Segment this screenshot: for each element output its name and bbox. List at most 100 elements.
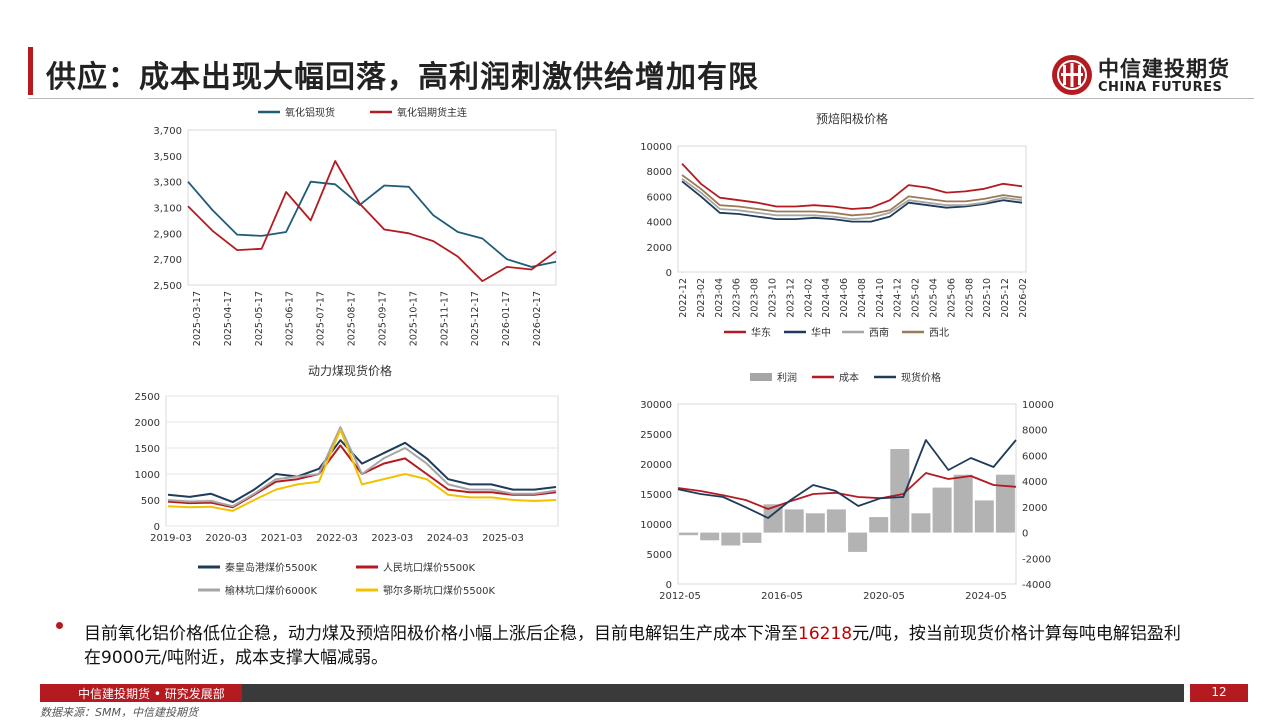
anode-price-chart: 预焙阳极价格 0 2000 4000 6000 8000 10000 2022-12 2023-… bbox=[620, 106, 1040, 346]
legend-label: 鄂尔多斯坑口煤价5500K bbox=[383, 584, 495, 597]
profit-bar bbox=[700, 532, 720, 541]
x-tick-label: 2023-10 bbox=[767, 278, 778, 318]
profit-bar bbox=[742, 532, 762, 543]
profit-bar bbox=[974, 500, 994, 533]
x-tick-label: 2023-08 bbox=[750, 278, 761, 318]
y-tick-label: 4000 bbox=[647, 218, 672, 229]
y-tick-label: 6000 bbox=[647, 192, 672, 203]
x-tick-label: 2024-02 bbox=[803, 278, 814, 318]
x-tick-label: 2024-12 bbox=[893, 278, 904, 318]
y-tick-label: 2,900 bbox=[153, 229, 182, 240]
y-tick-label: 20000 bbox=[640, 460, 672, 471]
legend-label: 氧化铝期货主连 bbox=[397, 106, 467, 119]
chart-title: 预焙阳极价格 bbox=[816, 111, 888, 126]
x-tick-label: 2025-02 bbox=[911, 278, 922, 318]
profit-bar bbox=[721, 532, 741, 546]
profit-bar bbox=[848, 532, 868, 552]
legend-label: 人民坑口煤价5500K bbox=[383, 561, 475, 574]
title-accent-bar bbox=[28, 47, 33, 95]
y-tick-label: 30000 bbox=[640, 400, 672, 411]
y-tick-label: 10000 bbox=[640, 520, 672, 531]
x-tick-label: 2025-04 bbox=[929, 278, 940, 318]
y-tick-label: 3,100 bbox=[153, 204, 182, 215]
data-source-note: 数据来源：SMM，中信建投期货 bbox=[40, 706, 198, 719]
series-line bbox=[681, 178, 1023, 220]
y-tick-label: 8000 bbox=[1022, 426, 1047, 437]
y-tick-label: 15000 bbox=[640, 490, 672, 501]
y-tick-label: -4000 bbox=[1022, 580, 1051, 591]
y-tick-label: 0 bbox=[666, 268, 672, 279]
y-tick-label: 4000 bbox=[1022, 477, 1047, 488]
legend-label: 西北 bbox=[929, 327, 949, 339]
x-tick-label: 2019-03 bbox=[150, 533, 192, 544]
y-tick-label: 3,300 bbox=[153, 178, 182, 189]
profit-bar bbox=[932, 487, 952, 533]
legend-label: 成本 bbox=[839, 371, 859, 384]
x-tick-label: 2026-01-17 bbox=[501, 291, 512, 346]
footer-department: 中信建投期货 • 研究发展部 bbox=[78, 687, 225, 701]
y-tick-label: 2000 bbox=[1022, 503, 1047, 514]
brand-logo: 中信建投期货 CHINA FUTURES bbox=[1050, 53, 1250, 97]
x-tick-label: 2024-05 bbox=[965, 591, 1007, 602]
x-tick-label: 2025-10-17 bbox=[408, 291, 419, 346]
y-tick-label: 5000 bbox=[647, 550, 672, 561]
y-tick-label: 10000 bbox=[640, 142, 672, 153]
profit-bar bbox=[890, 449, 910, 533]
x-tick-label: 2024-04 bbox=[821, 278, 832, 318]
x-tick-label: 2024-06 bbox=[839, 278, 850, 318]
y-tick-label: 1000 bbox=[135, 470, 160, 481]
x-tick-label: 2016-05 bbox=[761, 591, 803, 602]
x-tick-label: 2012-05 bbox=[659, 591, 701, 602]
x-tick-label: 2023-12 bbox=[785, 278, 796, 318]
legend-label: 华中 bbox=[811, 326, 831, 339]
footer-accent bbox=[40, 684, 70, 702]
y-tick-label: 2500 bbox=[135, 392, 160, 403]
x-tick-label: 2026-02-17 bbox=[532, 291, 543, 346]
profit-bar bbox=[826, 509, 846, 533]
x-tick-label: 2022-12 bbox=[678, 278, 689, 318]
summary-text: 目前氧化铝价格低位企稳，动力煤及预焙阳极价格小幅上涨后企稳，目前电解铝生产成本下… bbox=[84, 622, 1194, 670]
x-tick-label: 2025-08 bbox=[964, 278, 975, 318]
page-title: 供应：成本出现大幅回落，高利润刺激供给增加有限 bbox=[46, 60, 759, 95]
series-line bbox=[187, 180, 557, 268]
legend-label: 现货价格 bbox=[901, 371, 941, 384]
y-tick-label: 0 bbox=[154, 522, 160, 533]
y-tick-label: 6000 bbox=[1022, 451, 1047, 462]
y-tick-label: -2000 bbox=[1022, 554, 1051, 565]
bullet-dot bbox=[56, 622, 63, 629]
x-tick-label: 2020-03 bbox=[205, 533, 247, 544]
x-tick-label: 2024-03 bbox=[427, 533, 469, 544]
legend-label: 利润 bbox=[777, 371, 797, 384]
x-tick-label: 2025-06-17 bbox=[285, 291, 296, 346]
y-tick-label: 2,500 bbox=[153, 281, 182, 292]
plot-area bbox=[187, 129, 557, 286]
x-tick-label: 2025-03-17 bbox=[192, 291, 203, 346]
x-tick-label: 2025-06 bbox=[946, 278, 957, 318]
profit-bar bbox=[995, 474, 1015, 533]
y-tick-label: 2000 bbox=[135, 418, 160, 429]
x-tick-label: 2024-10 bbox=[875, 278, 886, 318]
y-tick-label: 1500 bbox=[135, 444, 160, 455]
legend-label: 榆林坑口煤价6000K bbox=[225, 584, 317, 597]
plot-area bbox=[677, 145, 1027, 273]
series-line bbox=[167, 439, 557, 504]
profit-bar bbox=[911, 513, 931, 533]
x-tick-label: 2025-08-17 bbox=[347, 291, 358, 346]
logo-chinese-text: 中信建投期货 bbox=[1098, 57, 1230, 81]
title-divider bbox=[28, 98, 1254, 99]
series-line bbox=[167, 428, 557, 512]
x-tick-label: 2025-11-17 bbox=[439, 291, 450, 346]
x-tick-label: 2022-03 bbox=[316, 533, 358, 544]
profit-bar bbox=[805, 513, 825, 533]
y-tick-label: 8000 bbox=[647, 167, 672, 178]
y-tick-label: 0 bbox=[1022, 529, 1028, 540]
x-tick-label: 2023-04 bbox=[714, 278, 725, 318]
x-tick-label: 2023-03 bbox=[371, 533, 413, 544]
series-line bbox=[681, 174, 1023, 217]
profit-bar bbox=[784, 509, 804, 533]
aluminum-profit-chart: 0 5000 10000 15000 20000 25000 30000 -4000 -2000… bbox=[620, 368, 1095, 613]
alumina-price-chart: 2,500 2,700 2,900 3,100 3,300 3,500 3,700 2025-… bbox=[140, 102, 570, 357]
legend-label: 氧化铝现货 bbox=[285, 106, 335, 119]
series-line bbox=[677, 439, 1017, 519]
series-line bbox=[187, 160, 557, 283]
